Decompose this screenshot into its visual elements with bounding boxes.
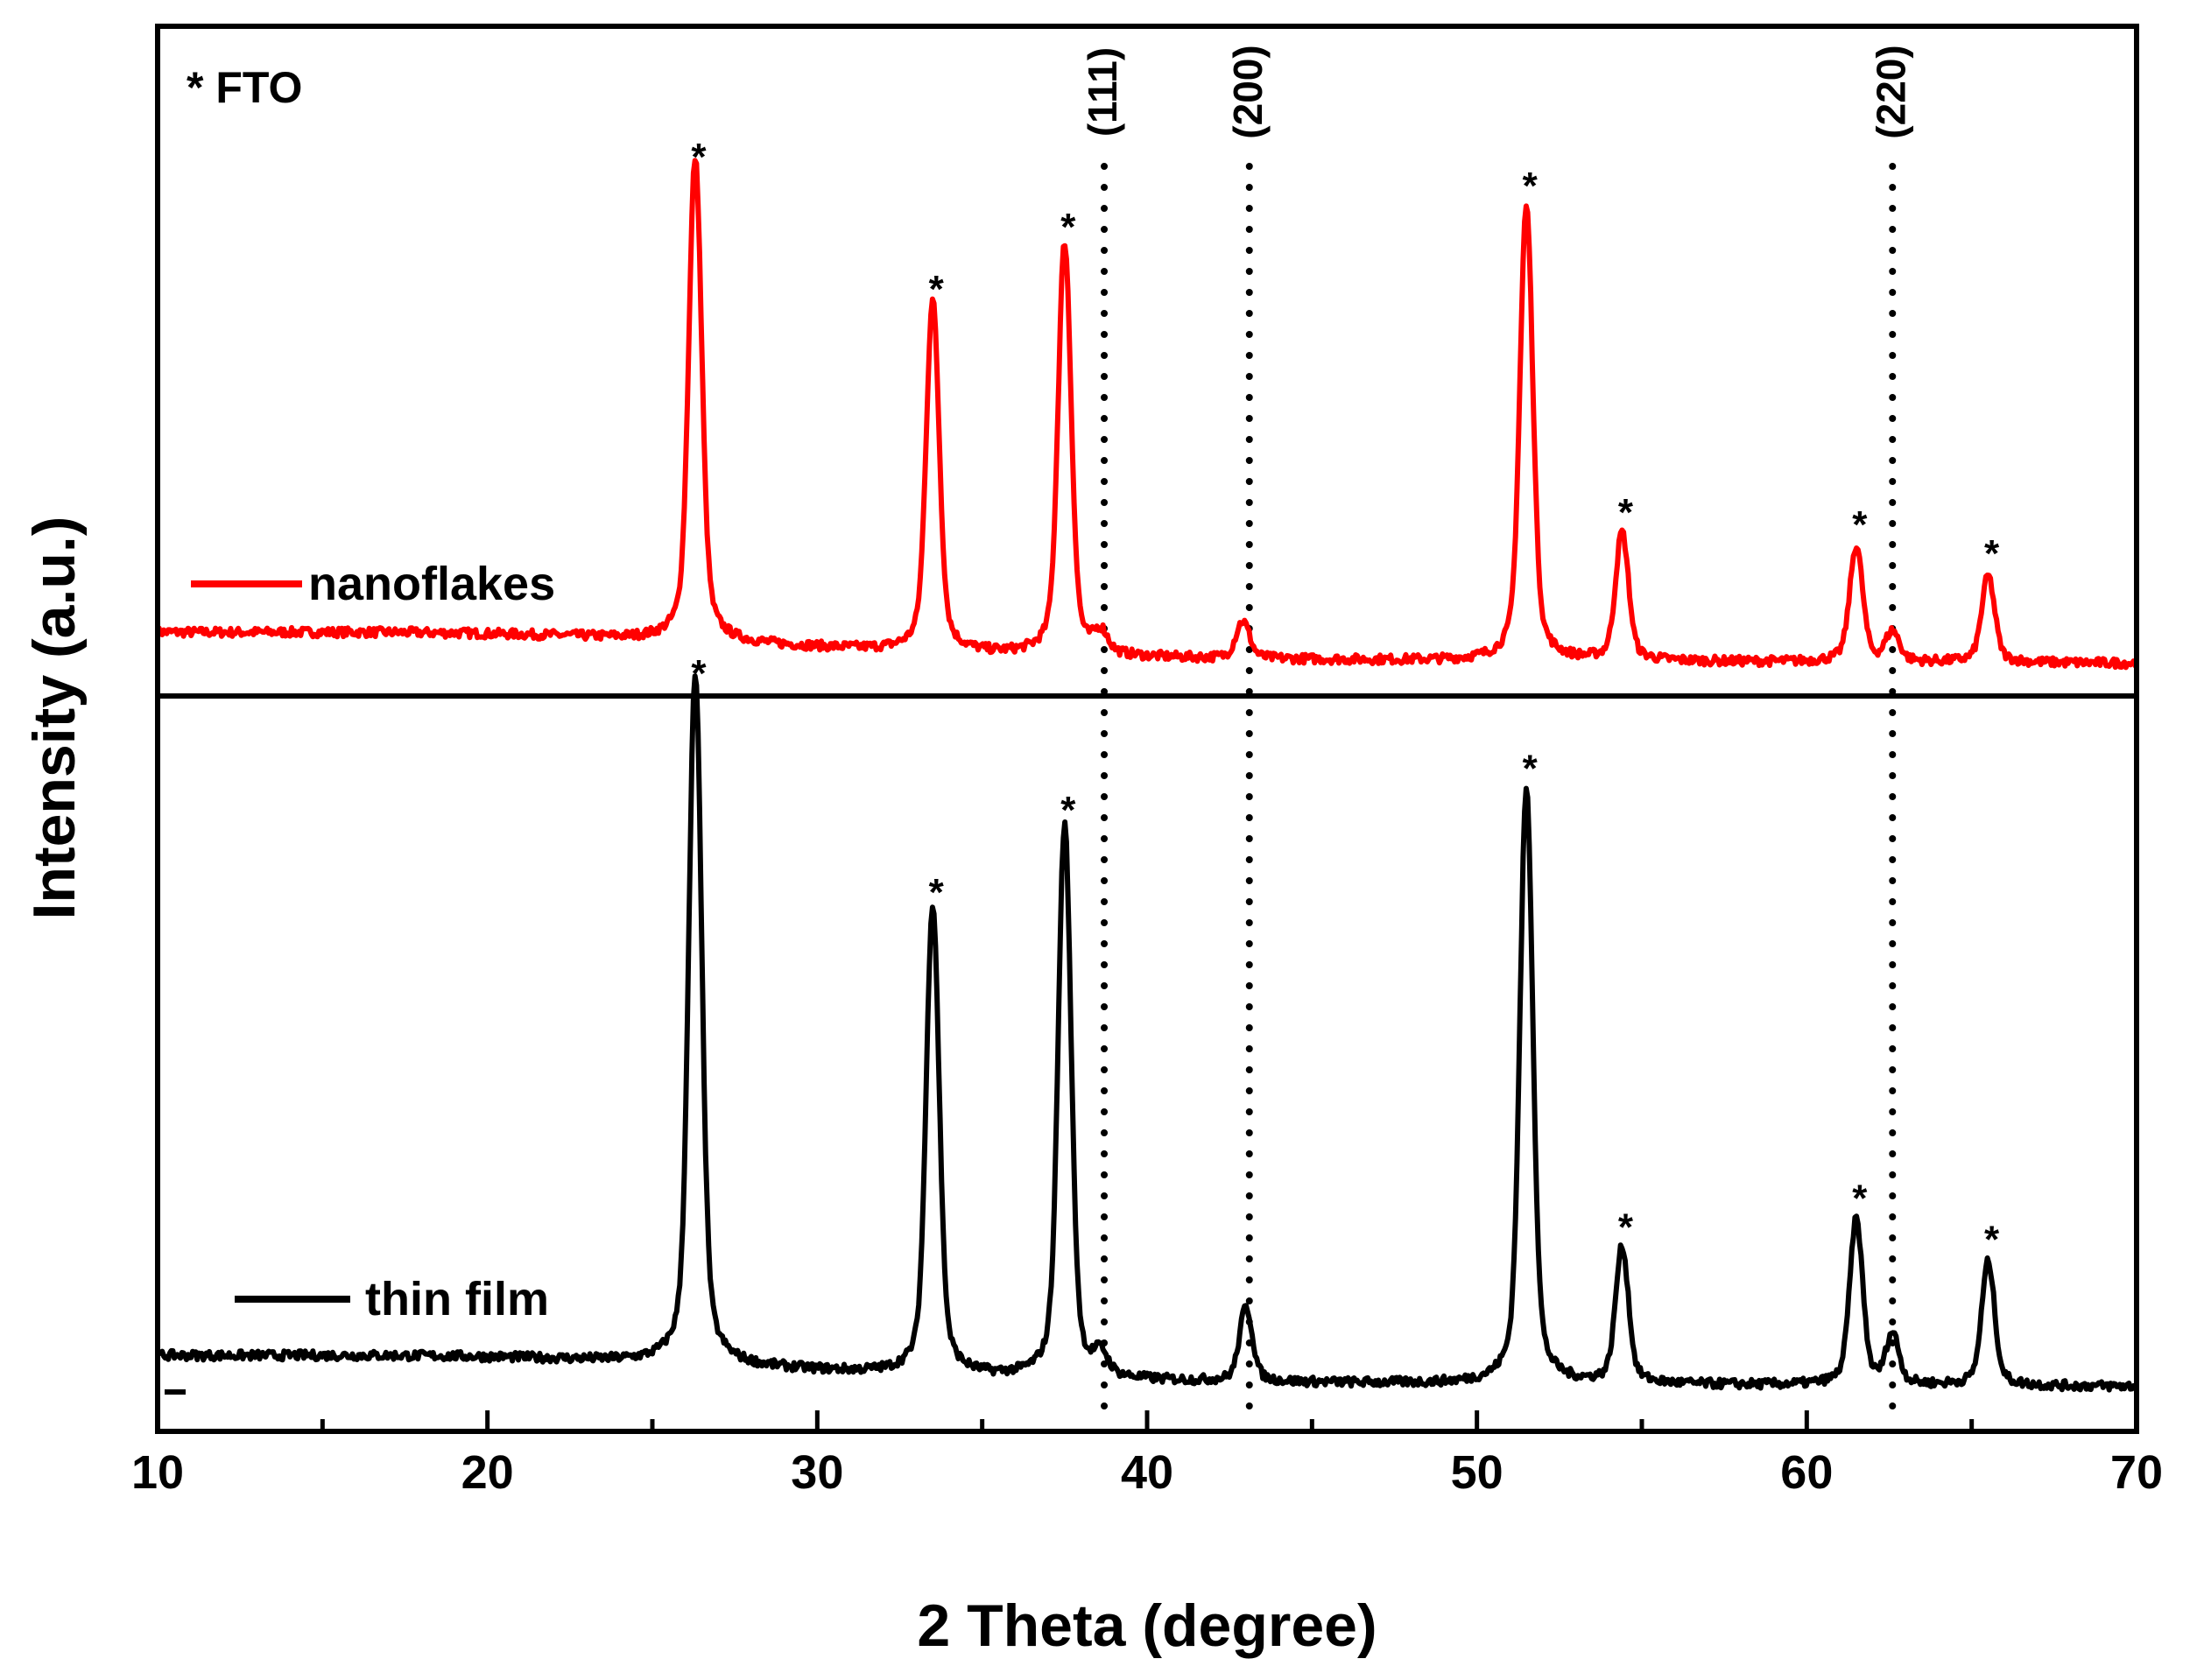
legend-nanoflakes: nanoflakes [191,558,555,610]
reference-lines: (111) (200) (220) [1080,45,1913,1430]
x-tick-label: 60 [1780,1446,1833,1499]
x-axis-title: 2 Theta (degree) [917,1592,1377,1659]
fto-peak-marker: * [1523,748,1539,791]
fto-peak-marker: * [929,268,945,311]
fto-peak-marker: * [1523,165,1539,207]
fto-note: * FTO [187,63,302,112]
fto-peak-marker: * [691,136,707,179]
x-tick-label: 50 [1451,1446,1503,1499]
reference-line-label: (220) [1868,45,1913,138]
fto-peak-marker: * [1618,1206,1634,1249]
fto-peak-marker: * [1618,491,1634,534]
fto-peak-marker: * [1984,532,2000,575]
series-line-nanoflakes [155,158,2139,671]
x-axis: 10 20 30 40 50 60 70 [131,1389,2163,1499]
series-line-thin-film [155,673,2138,1393]
x-tick-label: 20 [461,1446,514,1499]
fto-peak-marker: * [1060,206,1076,249]
legend-label-thin-film: thin film [365,1273,549,1325]
legend-thin-film: thin film [235,1273,549,1325]
series-layer [155,158,2139,1393]
fto-peak-marker: * [1852,503,1868,546]
fto-peak-marker: * [929,871,945,914]
y-axis-title: Intensity (a.u.) [21,517,88,920]
x-tick-label: 40 [1121,1446,1173,1499]
plot-frame [155,24,2139,1434]
legend-label-nanoflakes: nanoflakes [308,558,555,610]
fto-peak-markers: * * * * * * * * * * * * * * [691,136,2000,1262]
fto-peak-marker: * [1852,1177,1868,1220]
fto-peak-marker: * [691,652,707,695]
fto-peak-marker: * [1060,789,1076,832]
x-tick-label: 70 [2110,1446,2163,1499]
reference-line-label: (200) [1225,45,1271,138]
x-tick-label: 30 [791,1446,843,1499]
reference-line-label: (111) [1080,47,1125,137]
x-tick-label: 10 [131,1446,184,1499]
fto-peak-marker: * [1984,1219,2000,1262]
